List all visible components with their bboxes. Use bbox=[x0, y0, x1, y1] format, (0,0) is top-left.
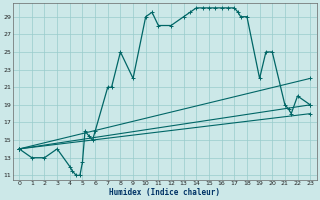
X-axis label: Humidex (Indice chaleur): Humidex (Indice chaleur) bbox=[109, 188, 220, 197]
